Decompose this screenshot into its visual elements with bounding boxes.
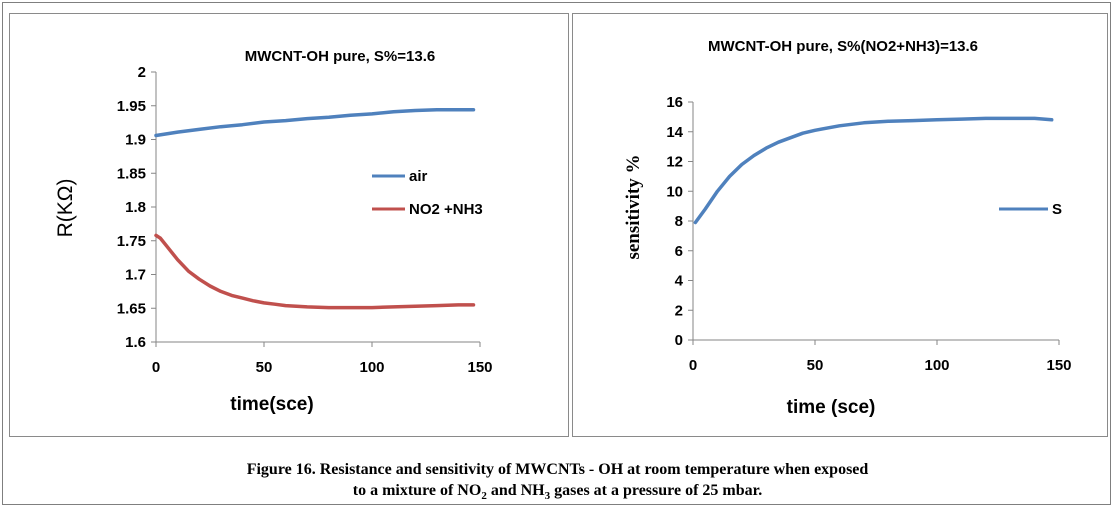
- figure-caption: Figure 16. Resistance and sensitivity of…: [3, 459, 1112, 507]
- x-axis-label: time (sce): [787, 397, 876, 418]
- y-tick-label: 1.75: [117, 233, 146, 250]
- y-tick-label: 1.6: [125, 334, 146, 351]
- y-tick-labels: 0 2 4 6 8 10 12 14 16: [666, 94, 693, 349]
- x-tick-label: 0: [689, 357, 697, 374]
- y-tick-label: 10: [666, 183, 683, 200]
- y-tick-label: 6: [675, 243, 683, 260]
- resistance-chart: MWCNT-OH pure, S%=13.6 1.6 1.65 1.7 1.75 1.8…: [54, 48, 493, 415]
- resistance-chart-panel: MWCNT-OH pure, S%=13.6 1.6 1.65 1.7 1.75 1.8…: [9, 13, 569, 437]
- x-axis-label: time(sce): [230, 394, 313, 415]
- y-tick-label: 0: [675, 332, 683, 349]
- legend-label-s: S: [1052, 201, 1062, 218]
- y-tick-label: 2: [138, 64, 146, 81]
- x-tick-label: 100: [359, 359, 384, 376]
- y-tick-label: 1.9: [125, 132, 146, 149]
- y-tick-label: 1.65: [117, 300, 146, 317]
- legend: S: [999, 201, 1062, 218]
- chart-title: MWCNT-OH pure, S%=13.6: [245, 48, 435, 65]
- y-tick-label: 4: [675, 273, 684, 290]
- x-tick-label: 50: [256, 359, 273, 376]
- y-tick-label: 1.8: [125, 199, 146, 216]
- legend-label-no2-nh3: NO2 +NH3: [409, 201, 483, 218]
- x-tick-label: 150: [1046, 357, 1071, 374]
- y-tick-label: 12: [666, 154, 683, 171]
- caption-subscript-nh3: 3: [544, 490, 551, 503]
- y-tick-label: 2: [675, 302, 683, 319]
- caption-line-2: to a mixture of NO2 and NH3 gases at a p…: [3, 480, 1112, 507]
- legend: air NO2 +NH3: [372, 168, 483, 218]
- x-tick-label: 150: [467, 359, 492, 376]
- y-tick-label: 8: [675, 213, 683, 230]
- x-tick-label: 50: [807, 357, 824, 374]
- x-tick-labels: 0 50 100 150: [152, 342, 493, 376]
- y-tick-label: 1.95: [117, 98, 146, 115]
- sensitivity-chart: MWCNT-OH pure, S%(NO2+NH3)=13.6 0 2 4 6 8 10 1…: [623, 38, 1072, 418]
- caption-subscript-no2: 2: [481, 490, 487, 503]
- caption-text-a: to a mixture of NO: [352, 482, 482, 499]
- series-line-no2-nh3: [154, 233, 476, 310]
- y-tick-labels: 1.6 1.65 1.7 1.75 1.8 1.85 1.9 1.95 2: [117, 64, 156, 351]
- y-axis-label: R(KΩ): [54, 179, 77, 238]
- x-tick-label: 100: [924, 357, 949, 374]
- caption-line-1: Figure 16. Resistance and sensitivity of…: [246, 461, 869, 478]
- x-tick-label: 0: [152, 359, 160, 376]
- caption-text-c: gases at a pressure of 25 mbar.: [550, 482, 763, 499]
- series-lines: [693, 116, 1054, 225]
- y-axis-label: sensitivity %: [623, 154, 644, 259]
- y-tick-label: 1.7: [125, 267, 146, 284]
- series-lines: [154, 108, 476, 310]
- y-tick-label: 1.85: [117, 165, 146, 182]
- y-tick-label: 14: [666, 124, 683, 141]
- legend-label-air: air: [409, 168, 428, 185]
- sensitivity-chart-panel: MWCNT-OH pure, S%(NO2+NH3)=13.6 0 2 4 6 8 10 1…: [572, 13, 1108, 437]
- chart-title: MWCNT-OH pure, S%(NO2+NH3)=13.6: [708, 38, 978, 55]
- series-line-air: [154, 108, 476, 138]
- caption-text-b: and NH: [486, 482, 545, 499]
- series-line-s: [693, 116, 1054, 225]
- x-tick-labels: 0 50 100 150: [689, 340, 1072, 374]
- y-tick-label: 16: [666, 94, 683, 111]
